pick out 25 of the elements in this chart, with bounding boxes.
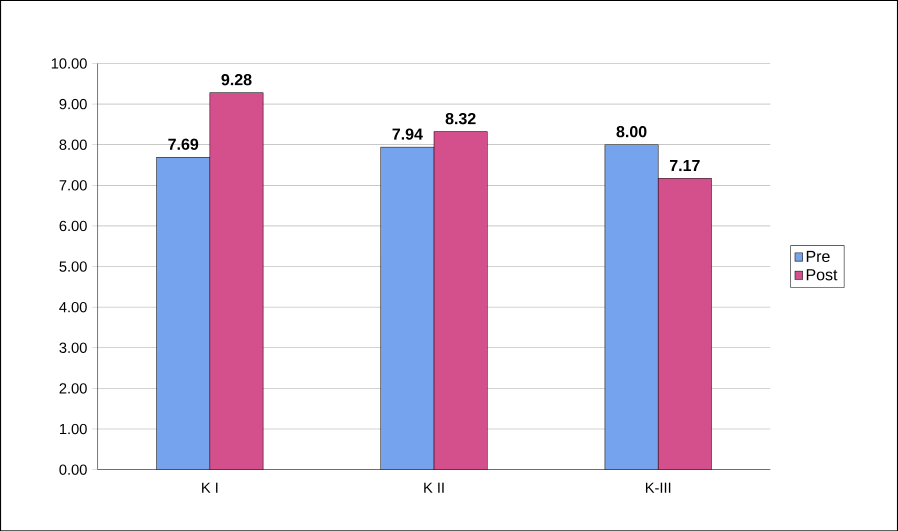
bar xyxy=(604,144,658,470)
data-label: 7.69 xyxy=(168,138,198,150)
y-tick-label: 10.00 xyxy=(52,58,87,68)
data-label: 9.28 xyxy=(221,74,252,86)
data-label: 7.94 xyxy=(392,128,423,140)
bar xyxy=(156,157,210,470)
bar xyxy=(380,146,434,470)
data-label: 8.32 xyxy=(446,112,476,124)
y-tick-label: 0.00 xyxy=(59,464,87,475)
x-tick-label: K I xyxy=(202,482,218,493)
legend-label: Pre xyxy=(806,250,830,262)
y-tick-label: 9.00 xyxy=(60,98,87,110)
y-tick-label: 2.00 xyxy=(60,383,87,394)
x-tick-label: K II xyxy=(424,482,444,493)
y-tick-label: 6.00 xyxy=(60,220,87,231)
y-tick-label: 5.00 xyxy=(59,261,87,272)
legend-label: Post xyxy=(806,269,838,280)
data-label: 8.00 xyxy=(616,126,646,138)
y-tick-label: 4.00 xyxy=(59,302,87,312)
data-label: 7.17 xyxy=(670,160,700,171)
x-tick-label: K-III xyxy=(646,482,670,493)
y-tick-label: 7.00 xyxy=(60,180,87,190)
y-tick-label: 8.00 xyxy=(59,139,87,150)
y-tick-label: 3.00 xyxy=(59,342,87,353)
y-tick-label: 1.00 xyxy=(60,424,87,434)
